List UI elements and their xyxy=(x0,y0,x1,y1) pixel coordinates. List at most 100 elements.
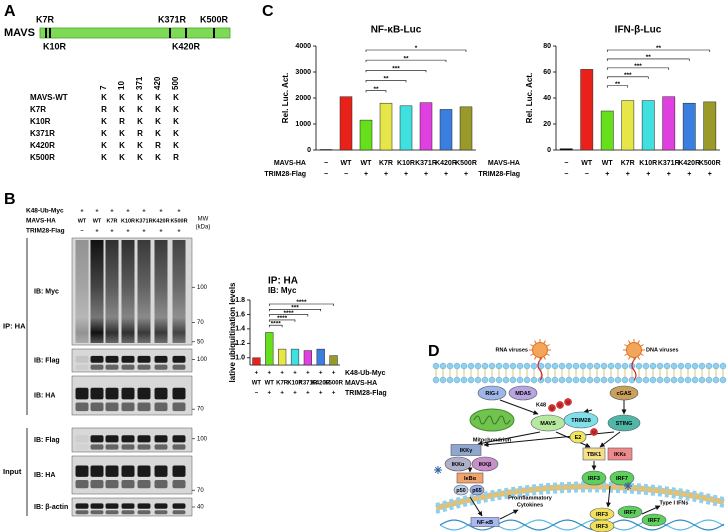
pathway-node xyxy=(508,385,538,401)
pathway-node-label: MDA5 xyxy=(515,391,531,397)
lipid-head xyxy=(558,362,566,370)
site-mark xyxy=(169,28,171,38)
bar xyxy=(278,348,287,366)
y-tick-label: 1.8 xyxy=(235,297,245,304)
ubiquitin-label: U xyxy=(566,399,569,404)
bar xyxy=(419,102,433,151)
lipid-head xyxy=(635,376,643,384)
blot-row-label: IB: β-actin xyxy=(34,504,68,511)
arrow xyxy=(499,509,519,520)
site-label: K500R xyxy=(200,14,229,24)
bar xyxy=(399,105,413,151)
table-cell: K xyxy=(173,93,179,102)
pathway-node-label: IRF7 xyxy=(624,510,636,516)
pathway-label: Type I IFNs xyxy=(660,500,689,506)
bar xyxy=(339,96,353,151)
x-tick-label: + xyxy=(404,171,408,178)
blot-band xyxy=(105,479,119,489)
nuclear-envelope xyxy=(435,483,725,511)
table-cell: R xyxy=(137,129,143,138)
lipid-head xyxy=(600,362,608,370)
pathway-node-label: IKKβ xyxy=(479,462,492,468)
lipid-head xyxy=(621,362,629,370)
ubiquitin xyxy=(556,401,564,409)
x-tick-label: WT xyxy=(581,160,593,167)
table-cell: K xyxy=(101,117,107,126)
ubiquitin-label: U xyxy=(592,429,595,434)
bar xyxy=(379,102,393,151)
chart-title: IFN-β-Luc xyxy=(615,25,662,36)
mw-label: 50 xyxy=(197,339,204,345)
pathway-node xyxy=(453,484,469,496)
blot-header-cell: + xyxy=(159,228,162,234)
lipid-head xyxy=(635,362,643,370)
row-label: MAVS- xyxy=(30,93,56,102)
blot-row-label: IB: HA xyxy=(34,472,55,479)
significance-label: ** xyxy=(656,45,662,52)
table-cell: K xyxy=(173,117,179,126)
row-label: WT xyxy=(55,93,68,102)
x-tick-label: + xyxy=(332,391,336,397)
blot-smear xyxy=(75,240,89,343)
pathway-node xyxy=(569,430,587,444)
row-label: K420R xyxy=(30,141,55,150)
blot-header-cell: K371R xyxy=(135,218,152,224)
lipid-head xyxy=(523,362,531,370)
blot-band xyxy=(105,444,119,450)
pathway-label: Proinflammatory xyxy=(508,495,553,501)
column-header: 420 xyxy=(153,76,162,90)
blot-row-label: IB: HA xyxy=(34,392,55,399)
blot-band xyxy=(75,510,89,515)
pathway-node xyxy=(607,447,633,461)
pathway-node xyxy=(641,513,667,527)
blot-band xyxy=(154,387,168,400)
pathway-node-label: IRF7 xyxy=(648,518,660,524)
row-label: K500R xyxy=(30,153,55,162)
ubiquitin xyxy=(548,404,556,412)
blot-band xyxy=(121,479,135,489)
protein-name: MAVS xyxy=(4,27,35,39)
blot-smear xyxy=(121,240,135,343)
site-label: K10R xyxy=(43,41,67,51)
x-tick-label: + xyxy=(332,371,336,377)
mw-label: 70 xyxy=(197,320,204,326)
pathway-node xyxy=(444,456,472,472)
lipid-head xyxy=(642,362,650,370)
lipid-head xyxy=(670,376,678,384)
x-tick-label: + xyxy=(605,171,609,178)
blot-band xyxy=(121,364,135,370)
table-cell: K xyxy=(119,93,125,102)
pathway-node-label: RIG-I xyxy=(485,391,499,397)
x-tick-label: + xyxy=(293,371,297,377)
blot-band xyxy=(172,355,186,363)
blot-band xyxy=(90,503,104,509)
blot-smear xyxy=(137,240,151,343)
x-tick-label: K420R xyxy=(678,160,700,167)
x-tick-label: K420R xyxy=(435,160,457,167)
arrow xyxy=(499,399,539,415)
x-tick-label: + xyxy=(464,171,468,178)
blot-header-cell: + xyxy=(142,208,145,214)
blot-header-cell: K500R xyxy=(170,218,187,224)
lipid-head xyxy=(607,376,615,384)
lipid-head xyxy=(677,362,685,370)
blot-header-label: K48-Ub-Myc xyxy=(26,208,64,215)
lipid-head xyxy=(565,376,573,384)
site-label: K420R xyxy=(172,41,201,51)
lipid-head xyxy=(544,362,552,370)
lipid-head xyxy=(453,362,461,370)
y-tick-label: 1.6 xyxy=(235,311,245,318)
lipid-head xyxy=(551,376,559,384)
blot-band xyxy=(154,465,168,477)
lipid-head xyxy=(481,362,489,370)
lipid-head xyxy=(572,362,580,370)
significance-bracket xyxy=(606,58,690,61)
lipid-head xyxy=(460,376,468,384)
x-tick-label: + xyxy=(667,171,671,178)
ubiquitin xyxy=(564,398,572,406)
lipid-head xyxy=(698,362,706,370)
x-tick-label: + xyxy=(306,371,310,377)
significance-label: *** xyxy=(392,65,400,72)
bar xyxy=(682,102,696,151)
pathway-label: K48 xyxy=(536,402,546,408)
